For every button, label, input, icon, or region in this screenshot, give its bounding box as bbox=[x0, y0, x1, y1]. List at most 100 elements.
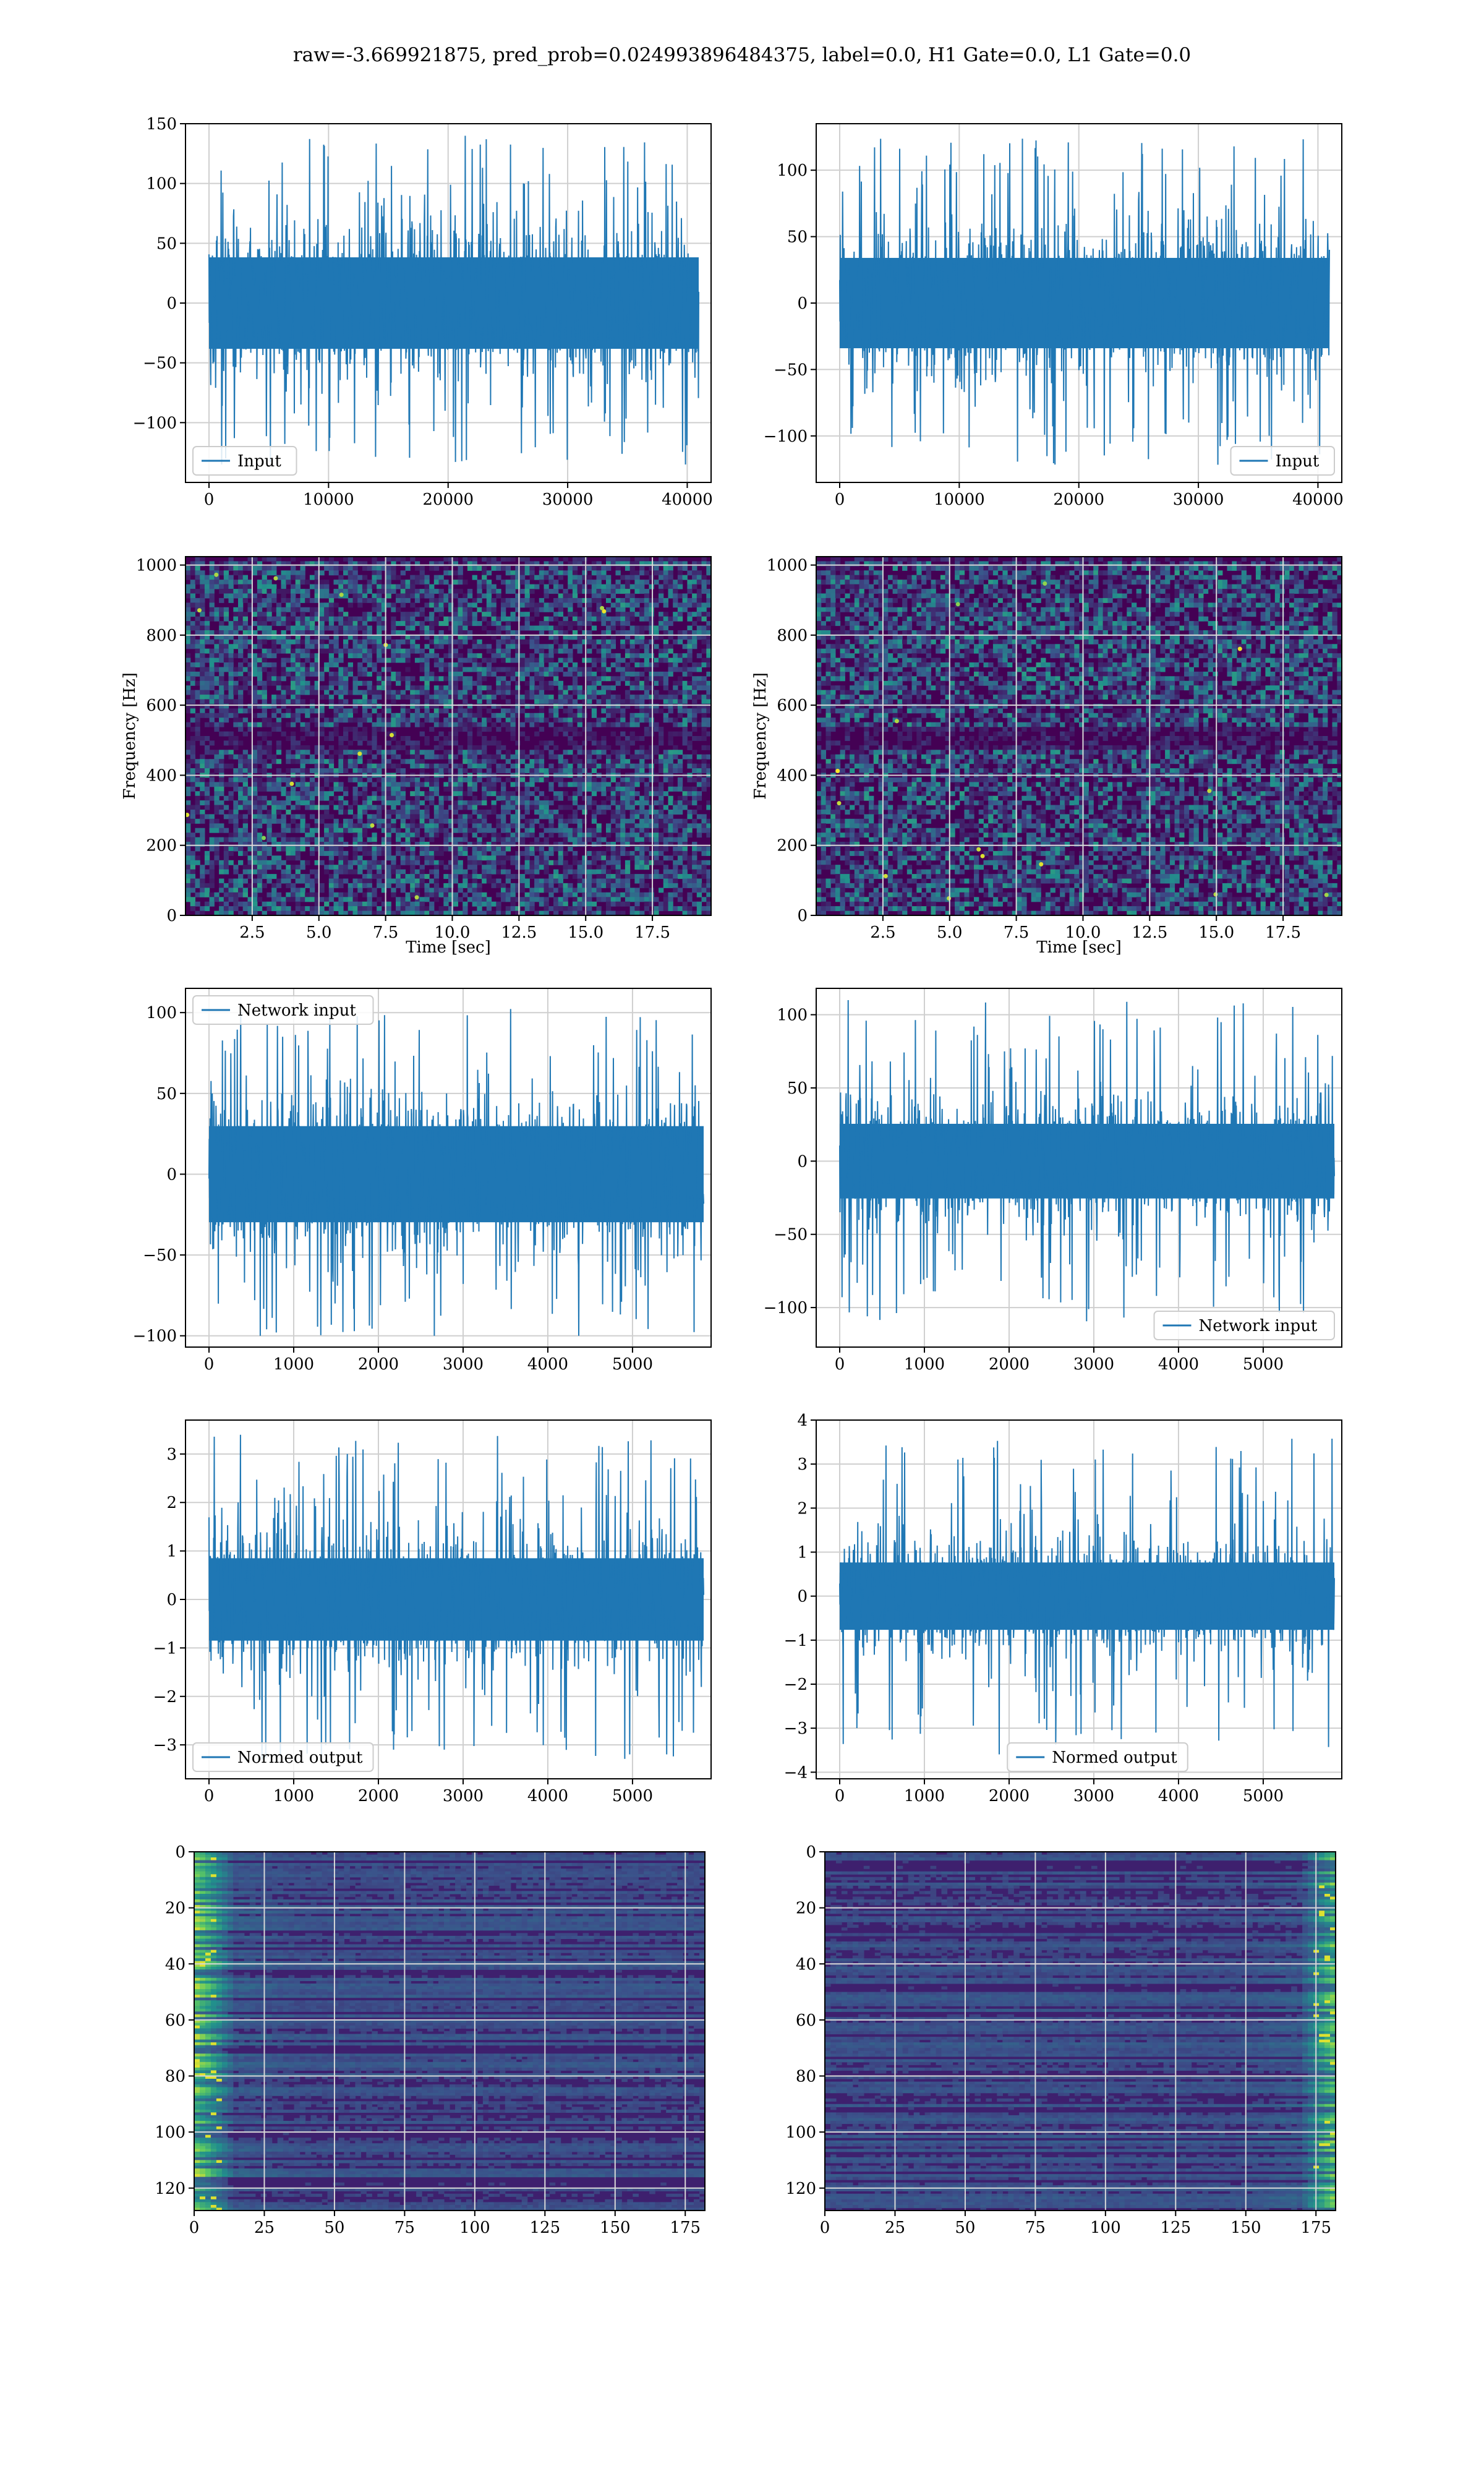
spectrogram-pixel bbox=[257, 759, 263, 764]
spectrogram-pixel bbox=[463, 630, 468, 635]
spectrogram-pixel bbox=[591, 657, 597, 663]
spectrogram-pixel bbox=[491, 754, 497, 760]
spectrogram-pixel bbox=[309, 690, 315, 695]
spectrogram-pixel bbox=[458, 575, 463, 580]
spectrogram-pixel bbox=[219, 777, 224, 782]
spectrogram-pixel bbox=[482, 565, 487, 571]
spectrogram-pixel bbox=[238, 708, 244, 714]
spectrogram-pixel bbox=[477, 731, 482, 737]
spectrogram-pixel bbox=[405, 814, 411, 820]
spectrogram-pixel bbox=[223, 625, 229, 631]
spectrogram-pixel bbox=[219, 786, 224, 792]
spectrogram-pixel bbox=[539, 842, 545, 847]
spectrogram-pixel bbox=[391, 745, 396, 750]
spectrogram-pixel bbox=[400, 621, 406, 627]
spectrogram-pixel bbox=[663, 580, 668, 585]
spectrogram-pixel bbox=[639, 850, 645, 856]
spectrogram-pixel bbox=[496, 625, 501, 631]
spectrogram-pixel bbox=[519, 639, 526, 644]
spectrogram-pixel bbox=[482, 850, 487, 856]
spectrogram-pixel bbox=[233, 833, 239, 838]
spectrogram-pixel bbox=[186, 607, 191, 612]
spectrogram-pixel bbox=[591, 722, 597, 727]
spectrogram-pixel bbox=[267, 850, 272, 856]
spectrogram-pixel bbox=[563, 699, 568, 704]
spectrogram-pixel bbox=[568, 657, 573, 663]
spectrogram-pixel bbox=[305, 657, 310, 663]
spectrogram-pixel bbox=[668, 616, 673, 622]
spectrogram-pixel bbox=[429, 750, 435, 755]
spectrogram-pixel bbox=[539, 805, 545, 810]
spectrogram-pixel bbox=[190, 589, 195, 594]
spectrogram-pixel bbox=[219, 722, 224, 727]
spectrogram-pixel bbox=[634, 855, 640, 861]
spectrogram-pixel bbox=[668, 667, 673, 672]
spectrogram-pixel bbox=[286, 750, 291, 755]
spectrogram-pixel bbox=[300, 708, 305, 714]
spectrogram-pixel bbox=[577, 685, 582, 691]
spectrogram-pixel bbox=[659, 584, 664, 589]
spectrogram-pixel bbox=[634, 800, 640, 806]
spectrogram-pixel bbox=[463, 612, 468, 617]
spectrogram-pixel bbox=[515, 680, 521, 686]
spectrogram-pixel bbox=[186, 690, 191, 695]
spectrogram-pixel bbox=[414, 722, 420, 727]
spectrogram-pixel bbox=[587, 685, 592, 691]
spectrogram-pixel bbox=[195, 727, 200, 732]
spectrogram-pixel bbox=[539, 814, 545, 820]
spectrogram-pixel bbox=[295, 597, 301, 603]
spectrogram-pixel bbox=[558, 842, 563, 847]
spectrogram-pixel bbox=[548, 763, 554, 769]
spectrogram-pixel bbox=[692, 763, 697, 769]
spectrogram-pixel bbox=[458, 727, 463, 732]
spectrogram-pixel bbox=[190, 565, 195, 571]
spectrogram-pixel bbox=[200, 676, 205, 682]
spectrogram-pixel bbox=[281, 703, 286, 709]
spectrogram-pixel bbox=[247, 846, 253, 852]
spectrogram-pixel bbox=[333, 823, 339, 829]
spectrogram-pixel bbox=[482, 828, 487, 833]
spectrogram-pixel bbox=[539, 833, 545, 838]
spectrogram-pixel bbox=[501, 580, 506, 585]
spectrogram-pixel bbox=[587, 667, 592, 672]
spectrogram-pixel bbox=[629, 625, 635, 631]
spectrogram-pixel bbox=[252, 570, 258, 576]
spectrogram-pixel bbox=[195, 561, 200, 567]
spectrogram-pixel bbox=[596, 616, 602, 622]
spectrogram-pixel bbox=[654, 597, 659, 603]
spectrogram-pixel bbox=[338, 833, 344, 838]
spectrogram-pixel bbox=[601, 667, 607, 672]
spectrogram-pixel bbox=[424, 717, 430, 723]
spectrogram-pixel bbox=[200, 768, 205, 774]
spectrogram-pixel bbox=[673, 850, 678, 856]
spectrogram-pixel bbox=[362, 800, 368, 806]
spectrogram-pixel bbox=[324, 602, 330, 608]
spectrogram-pixel bbox=[673, 800, 678, 806]
spectrogram-pixel bbox=[438, 644, 444, 649]
spectrogram-pixel bbox=[400, 653, 406, 659]
spectrogram-pixel bbox=[510, 635, 516, 640]
spectrogram-pixel bbox=[405, 833, 411, 838]
spectrogram-pixel bbox=[649, 671, 654, 677]
spectrogram-pixel bbox=[400, 570, 406, 576]
spectrogram-pixel bbox=[649, 699, 654, 704]
spectrogram-pixel bbox=[687, 763, 693, 769]
spectrogram-pixel bbox=[381, 708, 387, 714]
spectrogram-pixel bbox=[276, 759, 282, 764]
spectrogram-pixel bbox=[195, 630, 200, 635]
spectrogram-pixel bbox=[548, 782, 554, 787]
spectrogram-pixel bbox=[505, 602, 511, 608]
spectrogram-pixel bbox=[529, 685, 535, 691]
spectrogram-pixel bbox=[238, 860, 244, 865]
spectrogram-pixel bbox=[405, 842, 411, 847]
spectrogram-pixel bbox=[309, 607, 315, 612]
spectrogram-pixel bbox=[544, 625, 549, 631]
spectrogram-pixel bbox=[668, 855, 673, 861]
spectrogram-pixel bbox=[443, 685, 449, 691]
spectrogram-pixel bbox=[352, 768, 358, 774]
spectrogram-pixel bbox=[242, 708, 248, 714]
spectrogram-pixel bbox=[582, 782, 587, 787]
spectrogram-pixel bbox=[276, 648, 282, 654]
spectrogram-pixel bbox=[625, 795, 631, 801]
spectrogram-pixel bbox=[572, 717, 578, 723]
